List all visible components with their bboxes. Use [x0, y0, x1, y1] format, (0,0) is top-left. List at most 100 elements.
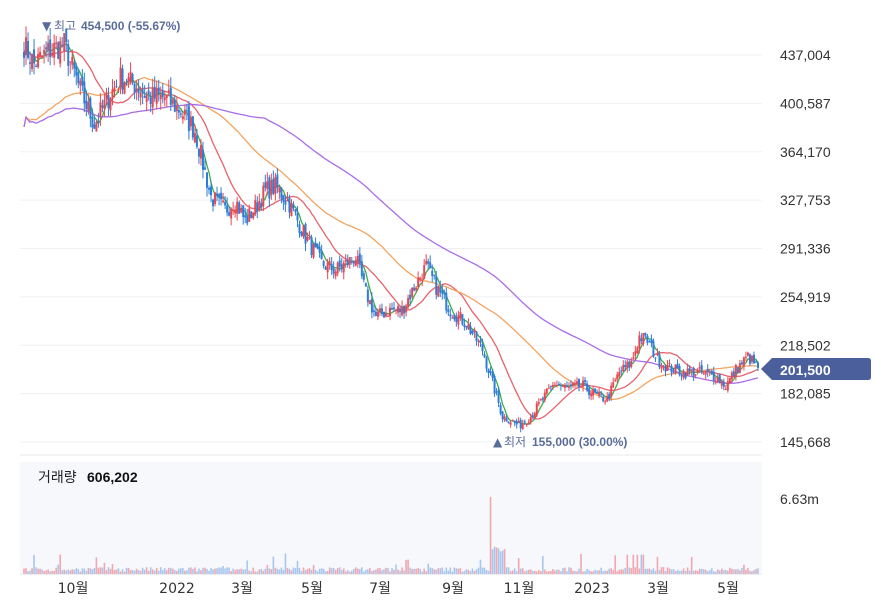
candle-body	[439, 287, 442, 293]
candle-body	[35, 66, 38, 68]
candle-body	[551, 384, 554, 388]
volume-bar	[149, 567, 152, 574]
candle-body	[95, 121, 98, 132]
volume-bar	[350, 570, 353, 574]
candle-body	[447, 309, 450, 313]
candle-body	[81, 76, 84, 86]
volume-bar	[499, 551, 502, 574]
candle-body	[650, 339, 653, 344]
volume-bar	[338, 567, 341, 574]
volume-bar	[437, 568, 440, 574]
candle-body	[222, 200, 225, 203]
candle-body	[682, 370, 685, 378]
candle-body	[330, 263, 333, 270]
volume-bar	[477, 567, 480, 574]
candle-body	[298, 224, 301, 234]
volume-bar	[55, 567, 57, 574]
volume-bar	[342, 568, 345, 574]
candle-body	[632, 357, 635, 359]
candle-body	[352, 261, 355, 264]
volume-bar	[429, 567, 432, 574]
candle-body	[195, 135, 198, 147]
candle-body	[344, 259, 347, 262]
volume-bar	[85, 570, 88, 574]
candle-body	[232, 210, 235, 212]
volume-bar	[590, 571, 592, 574]
volume-bar	[682, 568, 685, 574]
volume-bar	[63, 569, 66, 574]
candle-body	[242, 205, 245, 218]
volume-bar	[745, 569, 747, 574]
candle-body	[151, 87, 154, 108]
candle-body	[634, 351, 637, 356]
volume-bar	[194, 567, 196, 574]
candle-body	[143, 95, 146, 98]
volume-bar	[57, 564, 59, 574]
x-axis-ticks: 10월 2022 3월 5월 7월 9월 11월 2023 3월 5월	[58, 581, 739, 597]
volume-bar	[582, 571, 584, 574]
candle-body	[234, 209, 237, 214]
candle-body	[358, 253, 361, 264]
candle-body	[119, 67, 122, 88]
volume-bar	[604, 570, 606, 574]
x-tick-label: 5월	[301, 581, 323, 597]
volume-bar	[270, 569, 273, 574]
candle-body	[618, 372, 621, 377]
volume-bar	[562, 568, 564, 574]
volume-bar	[463, 570, 466, 574]
volume-bar	[172, 568, 174, 574]
volume-bar	[443, 571, 446, 574]
candle-body	[153, 86, 156, 99]
ma20-line	[23, 45, 759, 420]
volume-bar	[363, 571, 365, 574]
candle-body	[569, 384, 572, 386]
volume-bar	[25, 568, 27, 574]
volume-bar	[634, 567, 637, 574]
candle-body	[752, 354, 755, 364]
volume-bar	[33, 554, 35, 574]
volume-bar	[316, 571, 319, 574]
volume-bar	[513, 568, 516, 574]
candle-body	[334, 271, 337, 277]
volume-bars	[23, 497, 759, 574]
candle-body	[567, 386, 570, 388]
candle-body	[612, 382, 615, 388]
candle-body	[362, 273, 365, 280]
volume-bar	[471, 568, 474, 574]
low-value: 155,000 (30.00%)	[532, 435, 627, 449]
volume-bar	[616, 571, 619, 574]
candle-body	[65, 28, 68, 43]
candle-body	[282, 194, 285, 202]
candle-body	[262, 185, 265, 207]
candle-body	[672, 372, 675, 374]
candle-body	[457, 315, 460, 325]
volume-bar	[282, 569, 285, 574]
volume-bar	[710, 568, 713, 574]
volume-bar	[481, 567, 484, 574]
candle-body	[477, 340, 480, 342]
candle-body	[543, 392, 546, 401]
volume-bar	[306, 569, 309, 574]
candle-body	[622, 364, 625, 372]
volume-bar	[415, 568, 417, 574]
ma-lines	[23, 43, 759, 425]
candle-body	[256, 202, 259, 212]
candle-body	[236, 201, 239, 214]
volume-bar	[387, 567, 389, 574]
candle-body	[258, 201, 261, 211]
volume-bar	[260, 569, 263, 574]
volume-bar	[628, 567, 631, 574]
volume-bar	[137, 570, 140, 574]
x-tick-label: 3월	[647, 581, 669, 597]
candle-body	[708, 372, 711, 374]
volume-bar	[37, 568, 39, 574]
candle-body	[565, 386, 568, 388]
volume-bar	[640, 554, 643, 574]
candle-body	[509, 422, 512, 425]
candle-body	[73, 62, 76, 69]
candle-body	[584, 380, 587, 382]
volume-bar	[348, 571, 351, 574]
candle-body	[218, 194, 221, 198]
candle-body	[230, 208, 233, 219]
candle-body	[312, 243, 315, 258]
